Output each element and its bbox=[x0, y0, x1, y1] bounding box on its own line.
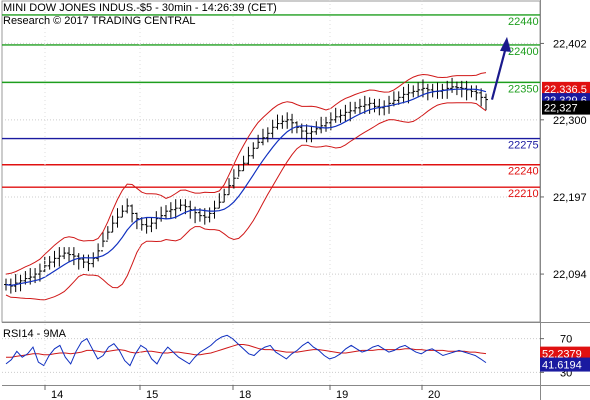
x-tick-label: 14 bbox=[51, 389, 63, 400]
badge-label-0: 22,336.5 bbox=[544, 84, 587, 96]
badge-box-0 bbox=[542, 81, 590, 96]
rsi-line bbox=[5, 334, 487, 367]
x-tick-label: 18 bbox=[239, 389, 251, 400]
price-tick-label: 22,094 bbox=[553, 269, 587, 281]
bollinger-lower bbox=[5, 102, 487, 301]
badge-label-2: 22,327 bbox=[544, 103, 578, 115]
rsi-badge-label-1: 41.6194 bbox=[542, 360, 582, 372]
projection-arrow bbox=[490, 46, 508, 100]
research-credit: Research © 2017 TRADING CENTRAL bbox=[3, 15, 196, 27]
level-label-22240: 22240 bbox=[508, 166, 539, 178]
rsi-badge-box-0 bbox=[540, 346, 590, 361]
rsi-title: RSI14 - 9MA bbox=[3, 328, 67, 340]
level-label-22350: 22350 bbox=[508, 83, 539, 95]
bollinger-upper bbox=[5, 72, 487, 275]
level-label-22400: 22400 bbox=[508, 46, 539, 58]
moving-average bbox=[5, 88, 487, 286]
projection-arrowhead bbox=[500, 36, 511, 52]
x-axis: 14 15 18 19 20 bbox=[44, 0, 440, 400]
level-label-22210: 22210 bbox=[508, 188, 539, 200]
price-tick-label: 22,197 bbox=[553, 192, 587, 204]
rsi-badge-box-1 bbox=[540, 357, 590, 372]
level-label-22275: 22275 bbox=[508, 140, 539, 152]
price-frame bbox=[1, 0, 541, 323]
price-tick-label: 22,402 bbox=[553, 38, 587, 50]
badge-box-2 bbox=[542, 100, 590, 115]
x-tick-label: 20 bbox=[428, 389, 440, 400]
rsi-ma-line bbox=[6, 344, 487, 358]
rsi-tick-label: 70 bbox=[560, 334, 572, 346]
chart-title: MINI DOW JONES INDUS.-$5 - 30min - 14:26… bbox=[3, 2, 277, 14]
level-label-22440: 22440 bbox=[508, 16, 539, 28]
x-tick-label: 19 bbox=[336, 389, 348, 400]
x-tick-label: 15 bbox=[146, 389, 158, 400]
price-tick-label: 22,300 bbox=[553, 115, 587, 127]
